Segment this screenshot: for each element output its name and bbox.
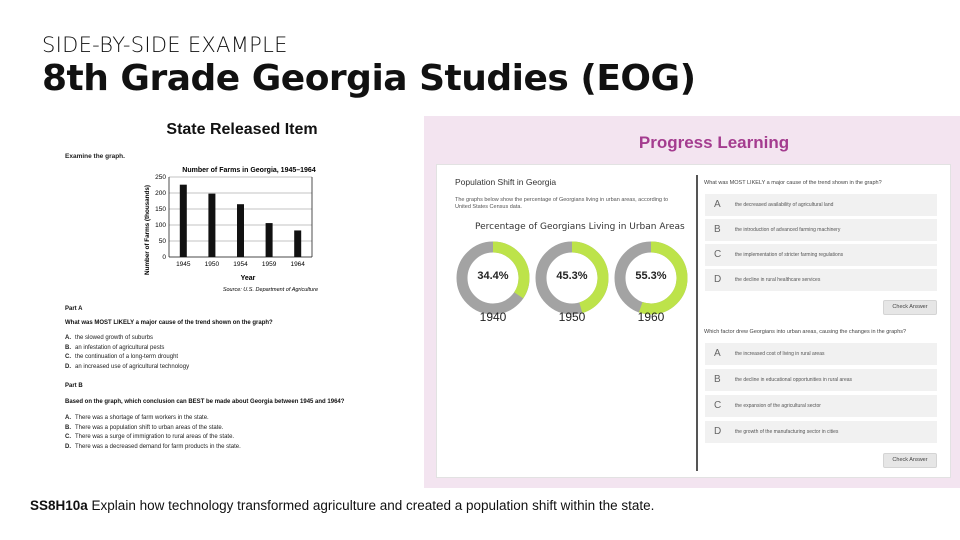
donut-svg	[535, 241, 609, 315]
chart-ylabel: Number of Farms (thousands)	[144, 185, 151, 275]
answer-letter: B	[714, 374, 721, 385]
donut-chart-1950: 45.3%	[534, 240, 610, 320]
donut-urban-slice	[456, 241, 530, 315]
x-tick-label: 1945	[176, 261, 191, 268]
part-a-question: What was MOST LIKELY a major cause of th…	[65, 320, 273, 326]
answer-text: the increased cost of living in rural ar…	[735, 351, 825, 357]
donut-svg	[614, 241, 688, 315]
part-b-option[interactable]: B. There was a population shift to urban …	[65, 424, 224, 431]
passage-title: Population Shift in Georgia	[455, 177, 557, 187]
slide-eyebrow: SIDE-BY-SIDE EXAMPLE	[42, 33, 288, 57]
answer-text: the decline in rural healthcare services	[735, 277, 821, 283]
answer-letter: A	[714, 199, 721, 210]
standard-text: Explain how technology transformed agric…	[87, 498, 655, 513]
bar-1954	[237, 204, 244, 257]
answer-letter: C	[714, 249, 722, 260]
answer-option-q1-b[interactable]: B the introduction of advanced farming m…	[705, 219, 937, 241]
answer-text: the introduction of advanced farming mac…	[735, 227, 841, 233]
progress-learning-heading: Progress Learning	[638, 133, 790, 152]
y-tick-label: 150	[155, 206, 166, 213]
part-a-option[interactable]: B. an infestation of agricultural pests	[65, 344, 165, 351]
progress-learning-screen: Population Shift in Georgia The graphs b…	[436, 164, 951, 478]
donut-charts-title: Percentage of Georgians Living in Urban …	[475, 222, 685, 232]
chart-xlabel: Year	[241, 275, 256, 282]
answer-text: the growth of the manufacturing sector i…	[735, 429, 839, 435]
part-a-option[interactable]: D. an increased use of agricultural techn…	[65, 363, 190, 370]
answer-letter: D	[714, 426, 722, 437]
bar-1950	[208, 193, 216, 257]
donut-year-label: 1940	[479, 310, 507, 324]
y-tick-label: 100	[155, 222, 166, 229]
answer-letter: C	[714, 400, 722, 411]
standard-code: SS8H10a	[30, 498, 88, 513]
answer-letter: B	[714, 224, 721, 235]
chart-title: Number of Farms in Georgia, 1945–1964	[182, 167, 316, 174]
donut-chart-1960: 55.3%	[613, 240, 689, 320]
answer-text: the implementation of stricter farming r…	[735, 252, 844, 258]
part-a-label: Part A	[65, 306, 83, 312]
bar-1964	[294, 230, 302, 257]
part-b-option[interactable]: A. There was a shortage of farm workers i…	[65, 415, 209, 421]
answer-letter: A	[714, 348, 721, 359]
donut-year-label: 1960	[637, 310, 665, 324]
state-released-item: State Released Item Examine the graph. N…	[62, 118, 412, 463]
donut-value: 34.4%	[477, 270, 509, 282]
answer-option-q2-d[interactable]: D the growth of the manufacturing sector…	[705, 421, 937, 443]
y-tick-label: 50	[159, 238, 167, 245]
standard-footer: SS8H10a Explain how technology transform…	[30, 498, 654, 513]
donut-urban-slice	[535, 241, 609, 315]
answer-option-q1-c[interactable]: C the implementation of stricter farming…	[705, 244, 937, 266]
donut-value: 45.3%	[556, 270, 588, 282]
part-a-options: A. the slowed growth of suburbs B. an infe…	[65, 334, 189, 372]
x-tick-label: 1959	[262, 261, 277, 268]
state-item-heading: State Released Item	[166, 121, 318, 138]
state-item-instruction: Examine the graph.	[65, 153, 125, 160]
part-a-option[interactable]: A. the slowed growth of suburbs	[65, 335, 154, 341]
x-tick-label: 1950	[205, 261, 220, 268]
part-b-label: Part B	[65, 383, 83, 389]
x-tick-label: 1964	[290, 261, 305, 268]
donut-urban-slice	[614, 241, 688, 315]
part-b-question: Based on the graph, which conclusion can…	[65, 399, 345, 405]
question-2-text: Which factor drew Georgians into urban a…	[704, 329, 907, 335]
slide-title: 8th Grade Georgia Studies (EOG)	[42, 58, 696, 99]
bar-1959	[265, 223, 273, 257]
answer-option-q1-a[interactable]: A the decreased availability of agricult…	[705, 194, 937, 216]
donut-svg	[456, 241, 530, 315]
answer-text: the expansion of the agricultural sector	[735, 403, 821, 409]
progress-learning-panel: Progress Learning Population Shift in Ge…	[424, 116, 960, 488]
answer-option-q2-b[interactable]: B the decline in educational opportuniti…	[705, 369, 937, 391]
question-1-text: What was MOST LIKELY a major cause of th…	[704, 180, 882, 186]
part-b-option[interactable]: C. There was a surge of immigration to ru…	[65, 434, 235, 440]
donut-year-label: 1950	[558, 310, 586, 324]
part-b-option[interactable]: D. There was a decreased demand for farm …	[65, 443, 241, 450]
vertical-divider	[696, 175, 698, 471]
bar-1945	[179, 184, 187, 257]
chart-source: Source: U.S. Department of Agriculture	[223, 287, 318, 293]
donut-chart-1940: 34.4%	[455, 240, 531, 320]
answer-letter: D	[714, 274, 722, 285]
y-tick-label: 200	[155, 190, 166, 197]
check-answer-button[interactable]: Check Answer	[883, 300, 937, 315]
y-tick-label: 0	[162, 254, 166, 261]
part-b-options: A. There was a shortage of farm workers i…	[65, 414, 241, 452]
x-tick-label: 1954	[233, 261, 248, 268]
answer-text: the decline in educational opportunities…	[735, 377, 853, 383]
donut-value: 55.3%	[635, 270, 667, 282]
farms-bar-chart: Number of Farms in Georgia, 1945–1964 0 5…	[144, 167, 318, 293]
passage-description: The graphs below show the percentage of …	[455, 197, 669, 210]
answer-option-q2-a[interactable]: A the increased cost of living in rural …	[705, 343, 937, 365]
answer-option-q1-d[interactable]: D the decline in rural healthcare servic…	[705, 269, 937, 291]
answer-option-q2-c[interactable]: C the expansion of the agricultural sect…	[705, 395, 937, 417]
answer-text: the decreased availability of agricultur…	[735, 202, 834, 208]
y-tick-label: 250	[155, 174, 166, 181]
part-a-option[interactable]: C. the continuation of a long-term drough…	[65, 354, 179, 360]
check-answer-button[interactable]: Check Answer	[883, 453, 937, 468]
